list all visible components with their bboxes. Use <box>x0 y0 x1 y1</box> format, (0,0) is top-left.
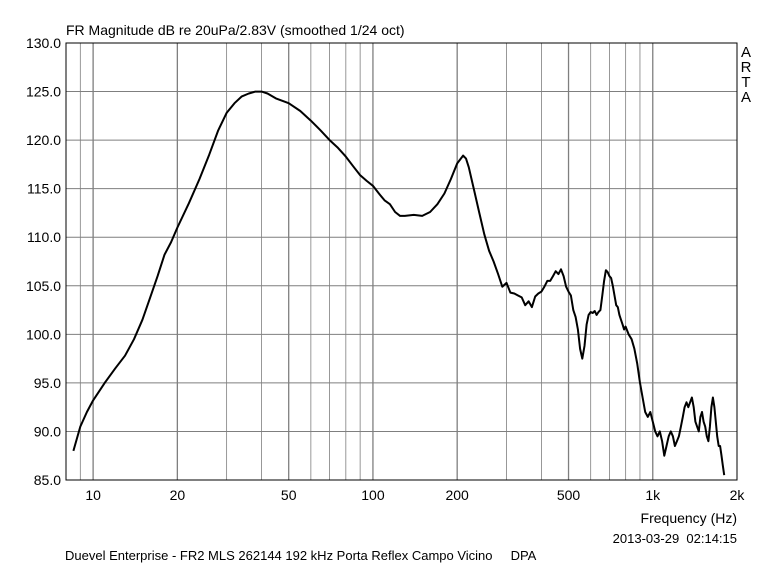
y-axis: 85.0 90.0 95.0 100.0 105.0 110.0 115.0 120.0 125… <box>26 35 61 488</box>
y-tick-label: 90.0 <box>34 423 61 439</box>
watermark-letter: A <box>741 44 751 61</box>
x-tick-label: 1k <box>645 487 661 503</box>
x-tick-label: 100 <box>361 487 385 503</box>
y-tick-label: 100.0 <box>26 326 61 342</box>
y-tick-label: 85.0 <box>34 472 61 488</box>
chart-title: FR Magnitude dB re 20uPa/2.83V (smoothed… <box>66 22 405 38</box>
watermark-letter: R <box>741 59 752 76</box>
watermark-letter: T <box>741 74 750 91</box>
x-tick-label: 50 <box>281 487 297 503</box>
y-tick-label: 120.0 <box>26 132 61 148</box>
y-tick-label: 105.0 <box>26 278 61 294</box>
series-line <box>72 90 726 476</box>
y-tick-label: 110.0 <box>27 229 61 245</box>
x-tick-label: 2k <box>730 487 746 503</box>
x-tick-label: 500 <box>557 487 581 503</box>
watermark-letter: A <box>741 89 751 106</box>
x-axis-label: Frequency (Hz) <box>641 510 737 526</box>
y-tick-label: 115.0 <box>27 181 61 197</box>
x-tick-label: 20 <box>170 487 186 503</box>
y-tick-label: 95.0 <box>34 375 61 391</box>
x-tick-label: 10 <box>85 487 101 503</box>
x-tick-label: 200 <box>445 487 469 503</box>
x-axis: 10 20 50 100 200 500 1k 2k <box>85 487 745 503</box>
measurement-description: Duevel Enterprise - FR2 MLS 262144 192 k… <box>65 548 537 563</box>
plot-frame <box>65 42 738 481</box>
timestamp: 2013-03-29 02:14:15 <box>612 531 737 546</box>
grid <box>66 42 737 481</box>
y-tick-label: 130.0 <box>26 35 61 51</box>
y-tick-label: 125.0 <box>26 84 61 100</box>
